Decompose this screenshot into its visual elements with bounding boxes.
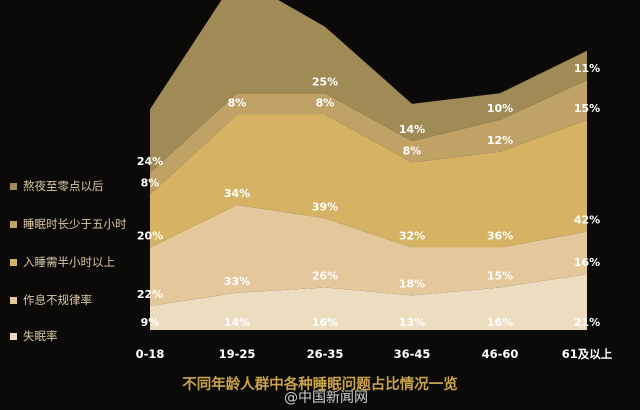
data-label: 8% [403, 144, 422, 157]
legend-item-slow-to-sleep: 入睡需半小时以上 [10, 254, 142, 271]
data-label: 14% [399, 123, 425, 136]
legend-swatch [10, 183, 17, 190]
legend-swatch [10, 259, 17, 266]
watermark: @中国新闻网 [284, 390, 368, 406]
data-label: 16% [487, 316, 513, 329]
data-label: 32% [399, 230, 425, 243]
data-label: 39% [312, 200, 338, 213]
legend-swatch [10, 333, 17, 340]
data-label: 18% [399, 277, 425, 290]
data-label: 15% [574, 102, 600, 115]
data-label: 26% [312, 269, 338, 282]
data-label: 34% [224, 187, 250, 200]
data-label: 24% [137, 155, 163, 168]
data-label: 44% [224, 0, 250, 3]
area-series-4 [150, 0, 587, 174]
legend-item-short-sleep: 睡眠时长少于五小时 [10, 216, 142, 233]
data-label: 12% [487, 134, 513, 147]
x-tick-label: 26-35 [307, 347, 344, 361]
data-label: 42% [574, 214, 600, 227]
legend-label: 睡眠时长少于五小时 [23, 217, 127, 231]
x-tick-label: 46-60 [482, 347, 519, 361]
x-tick-label: 0-18 [136, 347, 165, 361]
area-series-1 [150, 204, 587, 307]
data-label: 8% [316, 97, 335, 110]
x-tick-label: 36-45 [394, 347, 431, 361]
data-label: 22% [137, 288, 163, 301]
data-label: 15% [487, 269, 513, 282]
data-label: 16% [574, 256, 600, 269]
chart-caption: 不同年龄人群中各种睡眠问题占比情况一览 [182, 377, 458, 393]
legend-label: 作息不规律率 [23, 293, 92, 307]
area-series-0 [150, 274, 587, 330]
data-label: 8% [141, 176, 160, 189]
legend-swatch [10, 297, 17, 304]
legend-swatch [10, 221, 17, 228]
x-tick-label: 19-25 [219, 347, 256, 361]
data-label: 20% [137, 230, 163, 243]
data-label: 25% [312, 75, 338, 88]
data-label: 8% [228, 97, 247, 110]
data-label: 9% [141, 316, 160, 329]
data-label: 11% [574, 62, 600, 75]
data-label: 16% [312, 316, 338, 329]
data-label: 13% [399, 316, 425, 329]
legend-item-insomnia: 失眠率 [10, 328, 142, 345]
data-label: 36% [487, 230, 513, 243]
legend-label: 熬夜至零点以后 [23, 179, 104, 193]
x-tick-label: 61及以上 [562, 347, 613, 361]
legend-item-irregular-schedule: 作息不规律率 [10, 292, 142, 309]
area-series-2 [150, 114, 587, 248]
area-series-3 [150, 79, 587, 195]
legend-item-stay-up-late: 熬夜至零点以后 [10, 178, 142, 195]
data-label: 10% [487, 102, 513, 115]
data-label: 21% [574, 316, 600, 329]
data-label: 33% [224, 275, 250, 288]
legend-label: 入睡需半小时以上 [23, 255, 115, 269]
legend-label: 失眠率 [23, 329, 58, 343]
data-label: 14% [224, 316, 250, 329]
